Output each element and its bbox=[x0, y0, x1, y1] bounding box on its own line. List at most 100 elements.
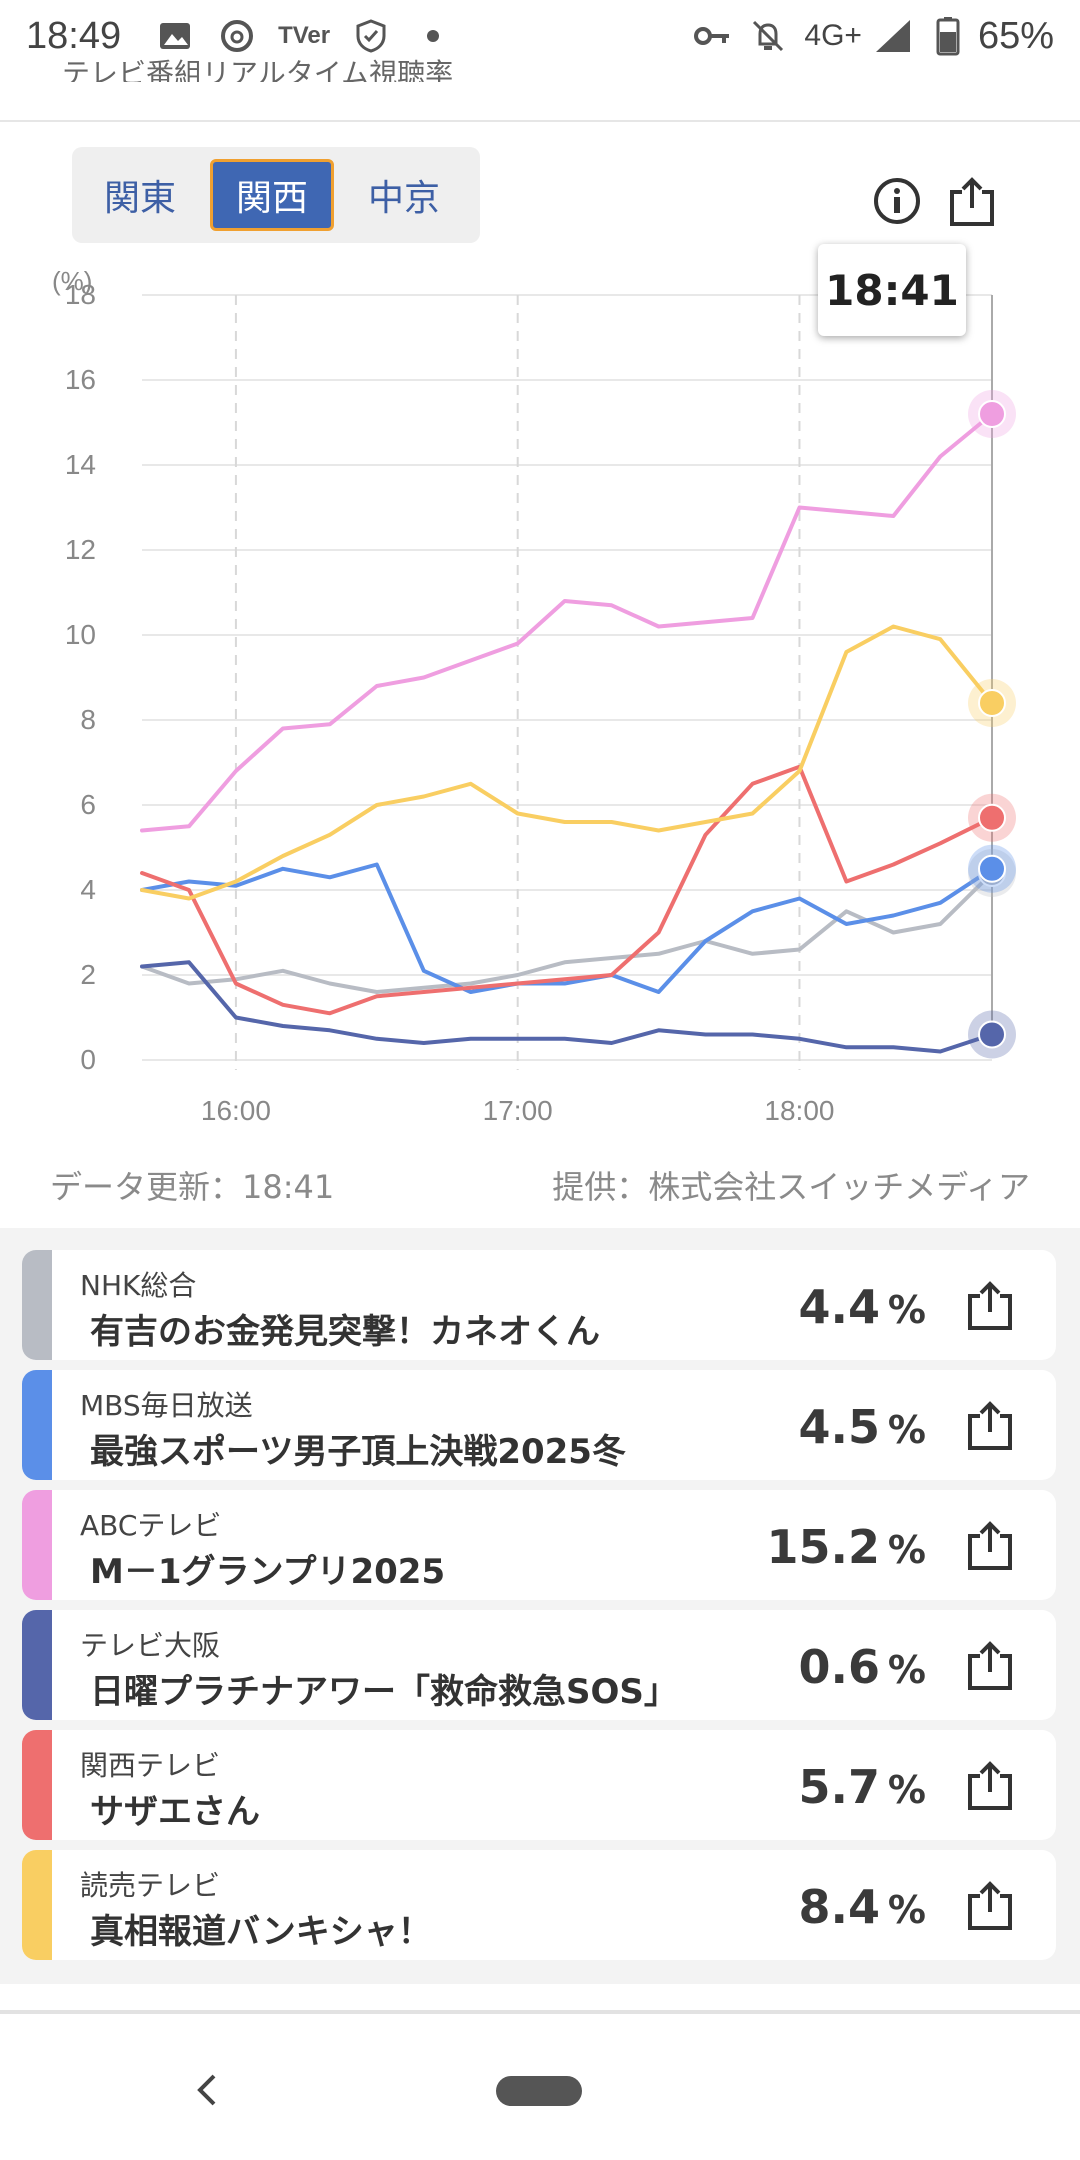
y-tick-label: 18 bbox=[65, 279, 96, 310]
program-card-ytv[interactable]: 読売テレビ 真相報道バンキシャ！ 8.4 % bbox=[22, 1850, 1056, 1960]
channel-name: NHK総合 bbox=[80, 1269, 197, 1302]
dot-icon bbox=[413, 16, 453, 56]
x-tick-label: 18:00 bbox=[764, 1095, 834, 1126]
program-title: 真相報道バンキシャ！ bbox=[90, 1912, 432, 1952]
share-icon[interactable] bbox=[964, 1398, 1016, 1452]
navigation-bar bbox=[0, 2016, 1080, 2160]
rating-value: 4.5 bbox=[798, 1400, 881, 1454]
program-card-ktv[interactable]: 関西テレビ サザエさん 5.7 % bbox=[22, 1730, 1056, 1840]
threads-icon bbox=[217, 16, 257, 56]
channel-color-bar bbox=[22, 1370, 52, 1480]
rating-unit: % bbox=[887, 1768, 926, 1812]
bottom-divider bbox=[0, 2010, 1080, 2014]
y-tick-label: 0 bbox=[80, 1044, 96, 1075]
share-icon[interactable] bbox=[964, 1518, 1016, 1572]
y-tick-label: 8 bbox=[80, 704, 96, 735]
x-tick-label: 16:00 bbox=[201, 1095, 271, 1126]
series-line bbox=[140, 871, 994, 994]
share-icon[interactable] bbox=[964, 1638, 1016, 1692]
header-divider bbox=[0, 120, 1080, 122]
image-icon bbox=[155, 16, 195, 56]
program-card-tvo[interactable]: テレビ大阪 日曜プラチナアワー「救命救急SOS」 0.6 % bbox=[22, 1610, 1056, 1720]
y-tick-label: 12 bbox=[65, 534, 96, 565]
channel-color-bar bbox=[22, 1610, 52, 1720]
chart-markers bbox=[968, 390, 1016, 1059]
back-icon[interactable] bbox=[190, 2070, 224, 2110]
share-icon[interactable] bbox=[964, 1278, 1016, 1332]
program-title: 日曜プラチナアワー「救命救急SOS」 bbox=[90, 1672, 678, 1712]
data-update-time: データ更新：18:41 bbox=[50, 1168, 335, 1206]
series-marker bbox=[978, 854, 1006, 883]
shield-icon bbox=[351, 16, 391, 56]
x-tick-label: 17:00 bbox=[483, 1095, 553, 1126]
rating-unit: % bbox=[887, 1648, 926, 1692]
home-pill-icon[interactable] bbox=[496, 2076, 582, 2106]
program-card-mbs[interactable]: MBS毎日放送 最強スポーツ男子頂上決戦2025冬 4.5 % bbox=[22, 1370, 1056, 1480]
chart-series bbox=[140, 412, 994, 1054]
channel-color-bar bbox=[22, 1250, 52, 1360]
y-tick-label: 6 bbox=[80, 789, 96, 820]
series-marker bbox=[978, 400, 1006, 428]
share-icon[interactable] bbox=[964, 1878, 1016, 1932]
series-marker bbox=[978, 1020, 1006, 1049]
rating-unit: % bbox=[887, 1408, 926, 1452]
y-tick-label: 14 bbox=[65, 449, 96, 480]
tab-chukyo[interactable]: 中京 bbox=[367, 178, 440, 219]
program-card-nhk[interactable]: NHK総合 有吉のお金発見突撃！カネオくん 4.4 % bbox=[22, 1250, 1056, 1360]
program-card-abc[interactable]: ABCテレビ M－1グランプリ2025 15.2 % bbox=[22, 1490, 1056, 1600]
tab-kansai[interactable]: 関西 bbox=[210, 159, 334, 231]
y-unit-label: (%) bbox=[52, 266, 92, 296]
series-marker bbox=[978, 803, 1006, 832]
channel-name: テレビ大阪 bbox=[80, 1629, 221, 1662]
y-tick-label: 4 bbox=[80, 874, 96, 905]
series-line bbox=[140, 862, 994, 994]
bell-off-icon bbox=[748, 16, 788, 56]
series-line bbox=[140, 412, 994, 833]
series-marker bbox=[978, 689, 1006, 717]
chart-y-ticks: 0 2 4 6 8 10 12 14 16 18 bbox=[65, 279, 96, 1075]
status-bar: 18:49 TVer 4G+ 65% bbox=[0, 0, 1080, 72]
share-icon[interactable] bbox=[946, 176, 998, 228]
key-icon bbox=[692, 16, 732, 56]
series-line bbox=[140, 624, 994, 901]
channel-name: MBS毎日放送 bbox=[80, 1389, 253, 1422]
channel-name: 関西テレビ bbox=[80, 1749, 221, 1782]
rating-unit: % bbox=[887, 1528, 926, 1572]
program-title: M－1グランプリ2025 bbox=[90, 1552, 446, 1592]
rating-chart[interactable]: (%) 16:00 17:00 18:00 0 2 4 6 8 10 12 14 16 18 bbox=[0, 240, 1080, 1140]
program-title: サザエさん bbox=[90, 1792, 260, 1832]
series-line bbox=[140, 764, 994, 1016]
rating-value: 8.4 bbox=[798, 1880, 881, 1934]
chart-tooltip: 18:41 bbox=[818, 244, 966, 336]
battery-percent: 65% bbox=[977, 14, 1054, 57]
tab-kanto[interactable]: 関東 bbox=[103, 178, 176, 219]
y-tick-label: 16 bbox=[65, 364, 96, 395]
channel-name: ABCテレビ bbox=[80, 1509, 222, 1542]
y-tick-label: 10 bbox=[65, 619, 96, 650]
region-tabs: 関東 関西 中京 bbox=[72, 147, 480, 243]
status-time: 18:49 bbox=[26, 14, 122, 57]
rating-value: 0.6 bbox=[798, 1640, 881, 1694]
chart-grid bbox=[142, 294, 992, 1070]
share-icon[interactable] bbox=[964, 1758, 1016, 1812]
page-title: テレビ番組リアルタイム視聴率 bbox=[62, 57, 454, 82]
channel-name: 読売テレビ bbox=[80, 1869, 221, 1902]
channel-color-bar bbox=[22, 1730, 52, 1840]
signal-icon bbox=[872, 16, 912, 56]
info-icon[interactable] bbox=[872, 176, 922, 226]
network-type: 4G+ bbox=[804, 19, 862, 52]
rating-value: 4.4 bbox=[798, 1280, 881, 1334]
rating-unit: % bbox=[887, 1888, 926, 1932]
program-list: NHK総合 有吉のお金発見突撃！カネオくん 4.4 % MBS毎日放送 最強スポ… bbox=[0, 1228, 1080, 1984]
tver-icon: TVer bbox=[278, 22, 331, 49]
y-tick-label: 2 bbox=[80, 959, 96, 990]
channel-color-bar bbox=[22, 1850, 52, 1960]
rating-unit: % bbox=[887, 1288, 926, 1332]
series-line bbox=[140, 960, 994, 1054]
chart-x-ticks: 16:00 17:00 18:00 bbox=[201, 1095, 835, 1126]
rating-value: 5.7 bbox=[798, 1760, 881, 1814]
channel-color-bar bbox=[22, 1490, 52, 1600]
rating-value: 15.2 bbox=[766, 1520, 881, 1574]
battery-icon bbox=[928, 16, 968, 56]
program-title: 最強スポーツ男子頂上決戦2025冬 bbox=[90, 1432, 626, 1472]
